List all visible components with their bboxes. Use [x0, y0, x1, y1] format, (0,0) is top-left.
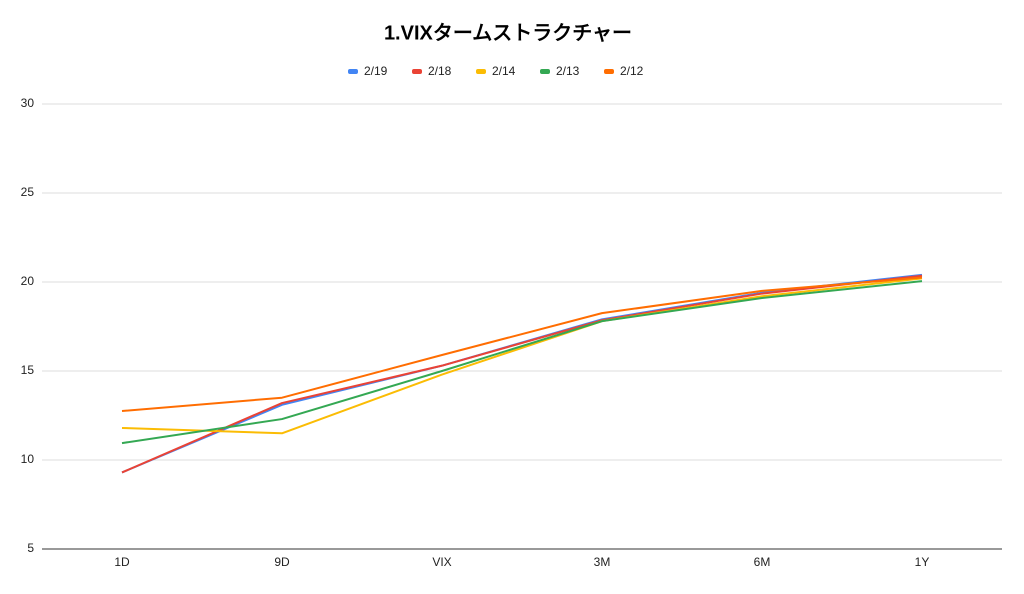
series-line	[121, 274, 923, 474]
y-tick-label: 15	[21, 363, 35, 377]
y-tick-label: 25	[21, 185, 35, 199]
x-tick-label: 6M	[754, 555, 771, 569]
legend-swatch	[604, 69, 614, 74]
chart-title: 1.VIXタームストラクチャー	[384, 21, 632, 44]
x-tick-label: 3M	[594, 555, 611, 569]
y-tick-label: 5	[27, 541, 34, 555]
y-tick-label: 10	[21, 452, 35, 466]
legend-label: 2/12	[620, 64, 644, 78]
series-line	[121, 280, 923, 445]
legend-swatch	[348, 69, 358, 74]
series-line	[121, 277, 923, 435]
series-line	[121, 276, 923, 413]
legend-label: 2/19	[364, 64, 388, 78]
legend-label: 2/18	[428, 64, 452, 78]
x-tick-label: VIX	[432, 555, 451, 569]
legend-label: 2/14	[492, 64, 516, 78]
legend-swatch	[540, 69, 550, 74]
legend-label: 2/13	[556, 64, 580, 78]
x-tick-label: 1D	[114, 555, 130, 569]
y-tick-label: 30	[21, 96, 35, 110]
legend-swatch	[412, 69, 422, 74]
y-tick-label: 20	[21, 274, 35, 288]
x-tick-label: 9D	[274, 555, 290, 569]
x-tick-label: 1Y	[915, 555, 930, 569]
legend-swatch	[476, 69, 486, 74]
